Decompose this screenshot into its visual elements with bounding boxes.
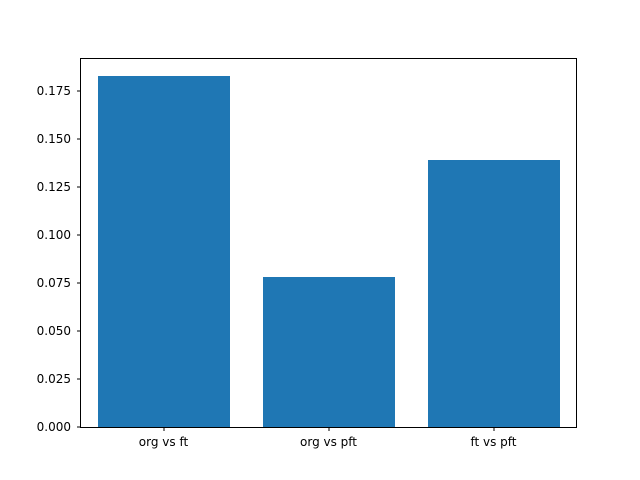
bar-org-vs-pft xyxy=(262,277,395,427)
y-tick-mark xyxy=(77,426,81,428)
plot-area: 0.000 0.025 0.050 0.075 0.100 0.125 0.150 0.175… xyxy=(37,58,577,449)
y-tick-mark xyxy=(77,90,81,92)
y-tick-label: 0.075 xyxy=(36,276,71,291)
x-tick-mark xyxy=(163,427,164,431)
y-tick-label: 0.000 xyxy=(36,420,71,434)
y-tick-mark xyxy=(77,282,81,284)
y-tick-label: 0.150 xyxy=(36,132,71,147)
x-tick-label: org vs ft xyxy=(138,435,189,449)
bar-ft-vs-pft xyxy=(427,160,560,427)
bar-org-vs-ft xyxy=(97,75,230,427)
y-tick-label: 0.025 xyxy=(36,372,71,386)
y-tick-mark xyxy=(77,330,81,332)
y-tick-mark xyxy=(77,378,81,380)
y-tick-label: 0.175 xyxy=(36,84,71,99)
y-tick-mark xyxy=(77,186,81,188)
y-tick-label: 0.050 xyxy=(36,324,71,339)
y-tick-mark xyxy=(77,234,81,236)
x-tick-mark xyxy=(328,427,329,431)
x-tick-mark xyxy=(493,427,494,431)
y-tick-label: 0.100 xyxy=(36,228,71,243)
x-tick-label: org vs pft xyxy=(300,435,357,449)
y-tick-mark xyxy=(77,138,81,140)
y-tick-label: 0.125 xyxy=(36,180,71,195)
x-tick-label: ft vs pft xyxy=(470,435,517,449)
